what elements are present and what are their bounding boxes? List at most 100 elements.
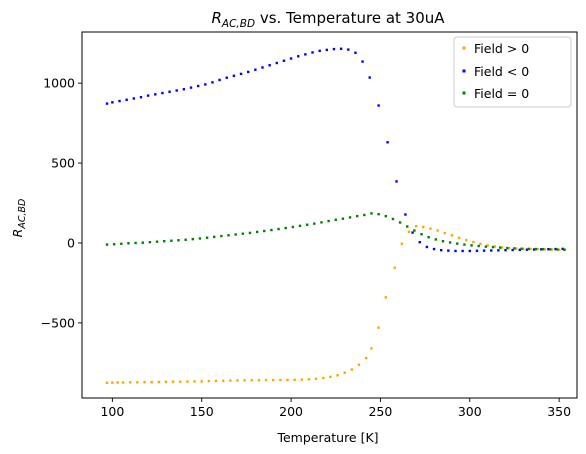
plot-area-frame [81,31,578,399]
data-point-field-negative [289,57,293,60]
data-point-field-positive [479,242,482,246]
data-point-field-zero [255,230,259,234]
data-point-field-negative [261,66,264,69]
data-point-field-negative [146,94,150,97]
data-point-field-negative [132,97,136,100]
data-point-field-negative [239,72,243,76]
x-tick-label: 250 [368,404,392,419]
data-point-field-negative [304,53,307,56]
data-point-field-negative [196,84,200,88]
data-point-field-positive [507,246,511,250]
data-point-field-positive [307,378,311,381]
data-point-field-zero [341,217,345,220]
data-point-field-positive [536,248,539,251]
data-point-field-zero [348,216,352,219]
data-point-field-zero [448,241,452,244]
y-tick-label: 500 [51,156,75,171]
data-point-field-zero [170,239,173,242]
data-point-field-positive [350,368,354,371]
data-point-field-positive [200,380,203,383]
data-point-field-negative [497,249,500,252]
data-point-field-negative [468,249,471,253]
data-point-field-positive [129,381,132,384]
data-point-field-zero [191,237,194,241]
data-point-field-positive [300,378,304,381]
y-axis-label: RAC,BD [10,199,28,238]
data-point-field-positive [515,247,518,250]
data-point-field-negative [504,248,507,252]
data-point-field-positive [136,381,139,384]
y-tick-label: −500 [41,315,75,330]
data-point-field-positive [329,375,332,379]
data-point-field-positive [322,376,325,380]
data-point-field-zero [527,247,530,251]
y-axis-label-symbol: R [10,229,25,238]
x-axis-label: Temperature [K] [276,430,378,445]
data-point-field-positive [422,225,425,229]
data-point-field-positive [357,363,361,366]
data-point-field-positive [314,377,318,381]
data-point-field-negative [561,247,564,251]
data-point-field-negative [490,249,493,252]
data-point-field-positive [486,244,489,247]
legend-marker-field-zero [462,91,466,95]
data-point-field-zero [548,248,552,251]
data-point-field-zero [163,240,166,243]
data-point-field-zero [227,234,230,237]
data-point-field-positive [286,378,289,382]
legend-marker-field-negative [462,69,466,73]
data-point-field-negative [432,247,436,251]
legend-marker-field-positive [462,46,466,50]
data-point-field-positive [500,246,504,249]
data-point-field-positive [105,381,109,385]
data-point-field-positive [143,380,146,384]
data-point-field-positive [157,380,161,384]
data-point-field-negative [204,83,207,86]
data-point-field-zero [391,217,395,221]
data-point-field-positive [150,380,153,384]
data-point-field-negative [554,247,557,251]
data-point-field-negative [395,180,398,183]
data-point-field-negative [386,141,389,144]
data-point-field-zero [398,221,402,224]
data-point-field-zero [406,225,409,228]
data-point-field-positive [243,379,246,382]
data-point-field-negative [454,249,457,253]
data-point-field-negative [518,248,522,252]
data-point-field-zero [184,238,187,241]
data-point-field-negative [118,99,121,103]
x-tick-label: 100 [100,404,124,419]
data-point-field-zero [112,243,116,246]
data-point-field-positive [384,296,387,299]
data-point-field-negative [447,249,450,252]
data-point-field-zero [534,247,538,251]
data-point-field-positive [272,378,275,382]
data-point-field-positive [443,231,446,235]
legend-label-field-negative: Field < 0 [474,64,529,79]
data-point-field-zero [277,227,280,231]
data-point-field-negative [332,47,336,51]
data-point-field-negative [461,249,464,253]
data-point-field-zero [155,240,159,243]
data-point-field-negative [211,81,214,84]
data-point-field-zero [298,224,302,228]
data-point-field-positive [207,379,211,383]
data-point-field-negative [225,76,228,79]
data-point-field-negative [282,59,286,62]
data-point-field-positive [221,379,225,382]
data-point-field-negative [411,231,414,234]
data-point-field-negative [268,64,271,67]
data-point-field-positive [121,381,125,384]
data-point-field-zero [263,229,266,233]
chart-title-symbol: R [211,9,221,27]
legend-box [453,36,572,108]
data-point-field-negative [325,48,329,52]
data-point-field-negative [368,76,371,79]
data-point-field-positive [179,380,182,383]
data-point-field-negative [218,78,221,82]
y-axis-label-subscript: AC,BD [17,199,28,230]
data-point-field-zero [477,244,480,248]
x-tick-label: 200 [279,404,303,419]
data-point-field-positive [171,380,175,383]
data-point-field-zero [313,222,316,225]
